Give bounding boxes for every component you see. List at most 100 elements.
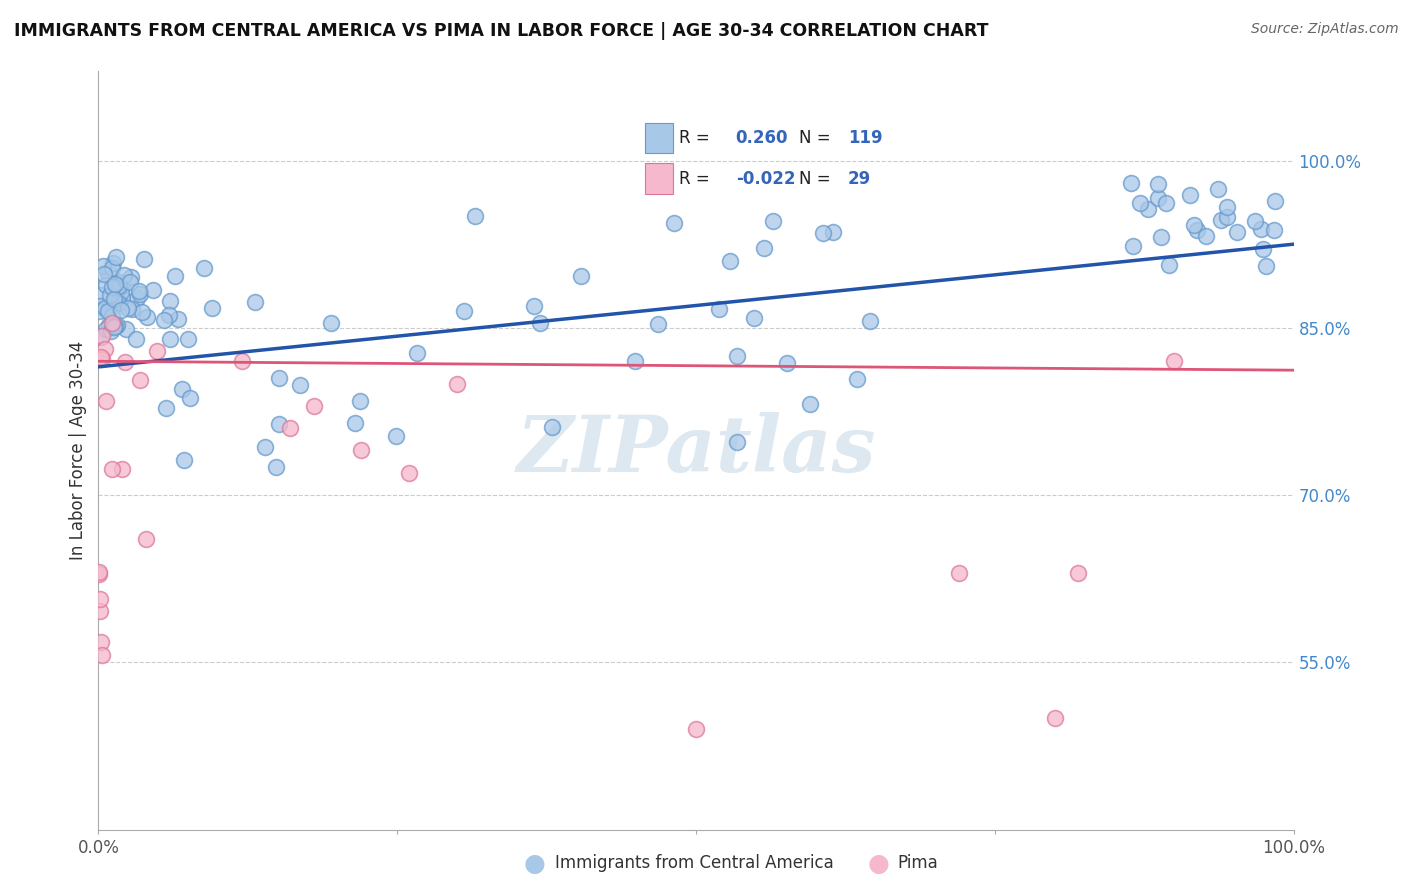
Point bbox=[1119, 176, 1142, 190]
Point bbox=[89, 304, 111, 318]
Point bbox=[159, 332, 181, 346]
Point bbox=[125, 291, 148, 305]
Point bbox=[776, 356, 799, 370]
Point bbox=[1043, 711, 1066, 725]
Point bbox=[1136, 202, 1159, 216]
Point bbox=[1122, 239, 1144, 253]
Point bbox=[1178, 188, 1201, 202]
Point bbox=[125, 332, 148, 346]
Point bbox=[624, 354, 647, 368]
Point bbox=[90, 635, 112, 649]
Point bbox=[101, 280, 124, 294]
Point bbox=[104, 319, 127, 334]
Text: ZIPatlas: ZIPatlas bbox=[516, 412, 876, 489]
Point bbox=[107, 295, 129, 310]
Point bbox=[97, 304, 120, 318]
Point bbox=[1263, 223, 1285, 237]
Point bbox=[117, 301, 139, 315]
Point bbox=[529, 316, 551, 330]
Text: N =: N = bbox=[799, 129, 831, 147]
Point bbox=[142, 283, 165, 297]
Text: ●: ● bbox=[523, 852, 546, 875]
Point bbox=[89, 299, 111, 313]
Point bbox=[1185, 223, 1208, 237]
Point bbox=[115, 322, 138, 336]
Text: Source: ZipAtlas.com: Source: ZipAtlas.com bbox=[1251, 22, 1399, 37]
Point bbox=[1154, 195, 1177, 210]
Point bbox=[97, 266, 120, 280]
Point bbox=[1208, 182, 1230, 196]
Point bbox=[406, 346, 429, 360]
Point bbox=[94, 301, 117, 316]
Point bbox=[96, 277, 118, 292]
Point bbox=[707, 302, 730, 317]
Point bbox=[89, 566, 111, 580]
Point bbox=[685, 723, 707, 737]
Point bbox=[173, 453, 195, 467]
Point bbox=[128, 285, 150, 299]
Text: R =: R = bbox=[679, 129, 710, 147]
Point bbox=[89, 592, 111, 607]
Y-axis label: In Labor Force | Age 30-34: In Labor Force | Age 30-34 bbox=[69, 341, 87, 560]
Point bbox=[128, 287, 150, 301]
Text: 119: 119 bbox=[848, 129, 883, 147]
Point bbox=[94, 343, 117, 357]
Point bbox=[799, 397, 821, 411]
Point bbox=[571, 268, 593, 283]
Point bbox=[90, 351, 112, 366]
Point bbox=[172, 382, 194, 396]
Point bbox=[105, 318, 128, 333]
Point bbox=[1226, 226, 1249, 240]
Point bbox=[100, 324, 122, 338]
Point bbox=[135, 533, 157, 547]
Point bbox=[948, 566, 970, 581]
Point bbox=[288, 378, 311, 392]
Point bbox=[350, 443, 373, 458]
FancyBboxPatch shape bbox=[645, 163, 672, 194]
Point bbox=[111, 461, 134, 475]
Point bbox=[1163, 354, 1185, 368]
Point bbox=[110, 285, 132, 299]
Point bbox=[90, 329, 112, 343]
Point bbox=[231, 354, 253, 368]
Point bbox=[107, 278, 129, 293]
Point bbox=[131, 305, 153, 319]
Point bbox=[727, 434, 749, 449]
Text: Pima: Pima bbox=[897, 855, 938, 872]
Point bbox=[1195, 229, 1218, 244]
Point bbox=[1216, 200, 1239, 214]
Point bbox=[243, 294, 266, 309]
Point bbox=[111, 279, 134, 293]
Point bbox=[94, 322, 117, 336]
Point bbox=[114, 355, 136, 369]
Point bbox=[321, 317, 343, 331]
Point bbox=[163, 268, 186, 283]
Point bbox=[1182, 218, 1205, 232]
Point bbox=[1149, 229, 1171, 244]
Point bbox=[101, 260, 124, 275]
Point bbox=[647, 317, 669, 331]
Point bbox=[384, 429, 406, 443]
Point bbox=[762, 214, 785, 228]
Point bbox=[859, 314, 882, 328]
Point bbox=[110, 303, 132, 318]
Point bbox=[1216, 210, 1239, 224]
Point bbox=[90, 648, 112, 662]
Point bbox=[157, 308, 180, 322]
Point bbox=[105, 250, 128, 264]
Text: -0.022: -0.022 bbox=[735, 169, 796, 187]
Point bbox=[523, 299, 546, 313]
Point bbox=[101, 310, 124, 324]
Point bbox=[89, 605, 111, 619]
Point bbox=[128, 373, 150, 387]
Point bbox=[93, 267, 115, 281]
Point bbox=[97, 318, 120, 332]
Point bbox=[742, 311, 765, 326]
Point bbox=[105, 279, 128, 293]
Point bbox=[193, 261, 215, 276]
Point bbox=[1129, 195, 1152, 210]
Point bbox=[155, 401, 177, 415]
Point bbox=[121, 301, 143, 316]
Point bbox=[90, 350, 112, 364]
Point bbox=[201, 301, 224, 315]
